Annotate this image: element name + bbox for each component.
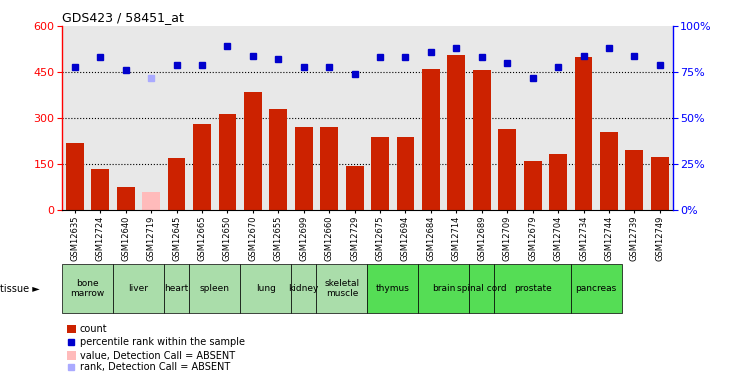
Bar [346,166,363,210]
Bar [371,136,389,210]
Text: heart: heart [164,284,189,293]
Bar [67,351,76,360]
Bar [117,187,135,210]
Bar [494,264,571,313]
Text: kidney: kidney [289,284,319,293]
Text: pancreas: pancreas [575,284,617,293]
Text: percentile rank within the sample: percentile rank within the sample [80,338,245,347]
Bar [317,264,367,313]
Text: tissue ►: tissue ► [0,284,39,294]
Bar [397,136,414,210]
Bar [244,92,262,210]
Text: bone
marrow: bone marrow [70,279,105,298]
Bar [193,124,211,210]
Bar [422,69,440,210]
Bar [143,192,160,210]
Text: spleen: spleen [200,284,230,293]
Bar [189,264,240,313]
Bar [600,132,618,210]
Bar [270,109,287,210]
Bar [571,264,621,313]
Text: lung: lung [256,284,276,293]
Bar [91,169,109,210]
Text: spinal cord: spinal cord [457,284,507,293]
Text: GDS423 / 58451_at: GDS423 / 58451_at [62,11,184,24]
Bar [164,264,189,313]
Bar [167,158,186,210]
Bar [626,150,643,210]
Bar [651,158,669,210]
Text: prostate: prostate [514,284,551,293]
Bar [367,264,418,313]
Bar [320,128,338,210]
Bar [469,264,494,313]
Bar [66,142,84,210]
Text: liver: liver [129,284,148,293]
Bar [549,154,567,210]
Bar [418,264,469,313]
Bar [523,161,542,210]
Bar [447,56,465,210]
Text: count: count [80,324,107,334]
Bar [62,264,113,313]
Text: value, Detection Call = ABSENT: value, Detection Call = ABSENT [80,351,235,360]
Bar [219,114,236,210]
Bar [67,325,76,333]
Text: brain: brain [432,284,455,293]
Bar [295,128,313,210]
Bar [575,57,592,210]
Text: rank, Detection Call = ABSENT: rank, Detection Call = ABSENT [80,362,230,372]
Bar [291,264,317,313]
Bar [113,264,164,313]
Text: thymus: thymus [376,284,409,293]
Bar [499,129,516,210]
Bar [240,264,291,313]
Bar [473,70,491,210]
Text: skeletal
muscle: skeletal muscle [325,279,360,298]
